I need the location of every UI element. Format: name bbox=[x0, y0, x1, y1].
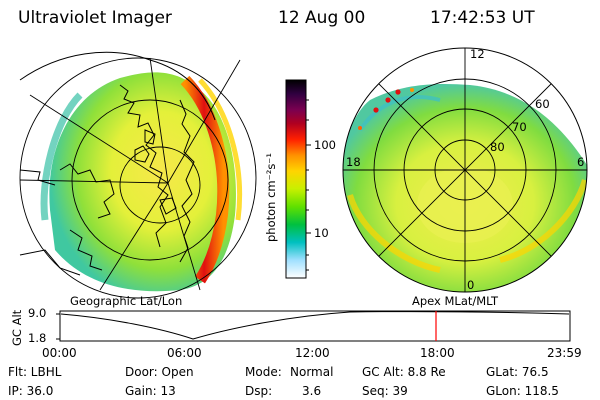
date-label: 12 Aug 00 bbox=[278, 8, 366, 28]
colorbar-tick-100: 100 bbox=[314, 138, 336, 152]
mlt-label-18: 18 bbox=[346, 155, 361, 169]
instrument-title: Ultraviolet Imager bbox=[18, 8, 172, 28]
info-dsp-label: Dsp: bbox=[245, 384, 273, 398]
lat-label-70: 70 bbox=[512, 120, 527, 134]
lat-label-60: 60 bbox=[535, 97, 550, 111]
dayside-spot bbox=[410, 88, 414, 92]
info-gain: Gain: 13 bbox=[125, 384, 176, 398]
left-map-caption: Geographic Lat/Lon bbox=[70, 294, 183, 308]
right-map-caption: Apex MLat/MLT bbox=[412, 294, 499, 308]
colorbar-tick-10: 10 bbox=[314, 226, 329, 240]
colorbar-scale bbox=[285, 79, 307, 279]
info-mode-label: Mode: bbox=[245, 365, 282, 379]
timeline-axis-title: GC Alt bbox=[10, 309, 24, 346]
left-aurora-image bbox=[49, 72, 236, 292]
timeline-xtick-2359: 23:59 bbox=[547, 346, 582, 360]
timeline-xtick-0600: 06:00 bbox=[167, 346, 202, 360]
colorbar bbox=[285, 79, 311, 279]
timeline-xtick-1200: 12:00 bbox=[295, 346, 330, 360]
coastline-east-asia bbox=[179, 99, 195, 263]
coastline-north-america bbox=[59, 163, 115, 219]
dayside-spot bbox=[385, 97, 391, 103]
dayside-spot bbox=[395, 89, 401, 95]
info-ip: IP: 36.0 bbox=[8, 384, 54, 398]
info-seq: Seq: 39 bbox=[362, 384, 408, 398]
info-mode-value: Normal bbox=[290, 365, 334, 379]
info-flt: Flt: LBHL bbox=[8, 365, 62, 379]
coastline-europe-asia bbox=[119, 84, 169, 248]
mlt-label-0: 0 bbox=[467, 278, 475, 292]
mlt-label-6: 6 bbox=[577, 155, 585, 169]
lat-label-80: 80 bbox=[490, 140, 505, 154]
info-glon: GLon: 118.5 bbox=[486, 384, 559, 398]
info-dsp-value: 3.6 bbox=[302, 384, 322, 398]
mlt-label-12: 12 bbox=[470, 47, 485, 61]
altitude-curve bbox=[60, 311, 570, 340]
timeline-ytick-9: 9.0 bbox=[28, 306, 47, 320]
info-glat: GLat: 76.5 bbox=[486, 365, 549, 379]
timeline-ytick-1-8: 1.8 bbox=[28, 331, 47, 345]
dayside-spot bbox=[358, 126, 362, 130]
geographic-map bbox=[19, 51, 257, 299]
colorbar-unit-label: photon cm⁻²s⁻¹ bbox=[264, 153, 278, 242]
info-door: Door: Open bbox=[125, 365, 194, 379]
polar-map bbox=[342, 47, 588, 293]
time-label: 17:42:53 UT bbox=[430, 8, 535, 28]
dayside-spot bbox=[373, 107, 379, 113]
left-dayside-band bbox=[180, 75, 230, 284]
orbit-timeline bbox=[56, 310, 571, 342]
timeline-xtick-0000: 00:00 bbox=[42, 346, 77, 360]
info-gc-alt: GC Alt: 8.8 Re bbox=[362, 365, 446, 379]
timeline-xtick-1800: 18:00 bbox=[420, 346, 455, 360]
